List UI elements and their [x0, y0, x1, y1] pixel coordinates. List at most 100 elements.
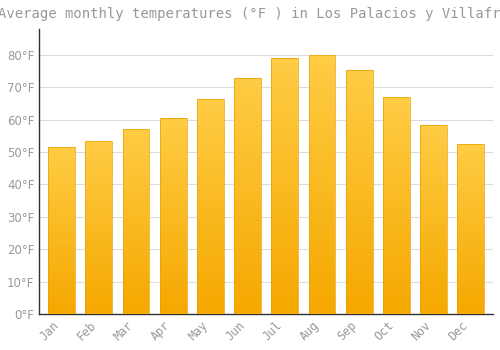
Bar [48, 281, 75, 284]
Bar [160, 282, 186, 286]
Bar [122, 273, 150, 277]
Bar [420, 170, 447, 174]
Bar [160, 181, 186, 185]
Bar [346, 148, 372, 153]
Bar [346, 192, 372, 197]
Bar [48, 301, 75, 304]
Bar [458, 144, 484, 147]
Bar [122, 225, 150, 229]
Bar [86, 245, 112, 248]
Bar [383, 305, 409, 309]
Title: Average monthly temperatures (°F ) in Los Palacios y Villafranca: Average monthly temperatures (°F ) in Lo… [0, 7, 500, 21]
Bar [346, 172, 372, 177]
Bar [308, 267, 336, 272]
Bar [420, 177, 447, 181]
Bar [308, 262, 336, 267]
Bar [308, 60, 336, 65]
Bar [308, 231, 336, 236]
Bar [272, 283, 298, 288]
Bar [86, 262, 112, 265]
Bar [86, 158, 112, 161]
Bar [420, 136, 447, 140]
Bar [160, 302, 186, 306]
Bar [308, 184, 336, 190]
Bar [383, 275, 409, 279]
Bar [48, 240, 75, 244]
Bar [308, 138, 336, 143]
Bar [420, 291, 447, 295]
Bar [160, 243, 186, 247]
Bar [346, 265, 372, 270]
Bar [160, 239, 186, 243]
Bar [272, 181, 298, 186]
Bar [86, 199, 112, 203]
Bar [197, 99, 224, 314]
Bar [86, 189, 112, 193]
Bar [308, 200, 336, 205]
Bar [48, 277, 75, 281]
Bar [197, 211, 224, 215]
Bar [458, 280, 484, 283]
Bar [86, 241, 112, 245]
Bar [272, 176, 298, 181]
Bar [160, 165, 186, 169]
Bar [308, 133, 336, 138]
Bar [458, 198, 484, 202]
Bar [420, 268, 447, 272]
Bar [122, 233, 150, 236]
Bar [122, 277, 150, 281]
Bar [160, 271, 186, 275]
Bar [272, 99, 298, 104]
Bar [197, 284, 224, 288]
Bar [383, 284, 409, 288]
Bar [458, 253, 484, 256]
Bar [197, 99, 224, 103]
Bar [308, 159, 336, 164]
Bar [458, 161, 484, 164]
Bar [86, 193, 112, 196]
Bar [234, 111, 261, 116]
Bar [48, 244, 75, 247]
Bar [308, 257, 336, 262]
Bar [272, 201, 298, 206]
Bar [346, 118, 372, 123]
Bar [383, 231, 409, 236]
Bar [383, 188, 409, 193]
Bar [86, 265, 112, 269]
Bar [160, 228, 186, 232]
Bar [308, 303, 336, 309]
Bar [122, 270, 150, 273]
Bar [160, 153, 186, 157]
Bar [234, 309, 261, 314]
Bar [308, 70, 336, 76]
Bar [458, 310, 484, 314]
Bar [458, 307, 484, 310]
Bar [420, 257, 447, 261]
Bar [234, 82, 261, 87]
Bar [234, 97, 261, 101]
Bar [160, 189, 186, 192]
Bar [308, 164, 336, 169]
Bar [48, 194, 75, 197]
Bar [86, 310, 112, 314]
Bar [346, 236, 372, 240]
Bar [272, 217, 298, 222]
Bar [160, 216, 186, 220]
Bar [122, 244, 150, 247]
Bar [86, 179, 112, 182]
Bar [383, 279, 409, 284]
Bar [308, 65, 336, 70]
Bar [272, 120, 298, 125]
Bar [86, 224, 112, 227]
Bar [272, 309, 298, 314]
Bar [234, 267, 261, 271]
Bar [234, 281, 261, 286]
Bar [197, 103, 224, 107]
Bar [458, 239, 484, 243]
Bar [48, 174, 75, 177]
Bar [272, 273, 298, 278]
Bar [308, 174, 336, 179]
Bar [458, 147, 484, 151]
Bar [86, 203, 112, 206]
Bar [122, 292, 150, 295]
